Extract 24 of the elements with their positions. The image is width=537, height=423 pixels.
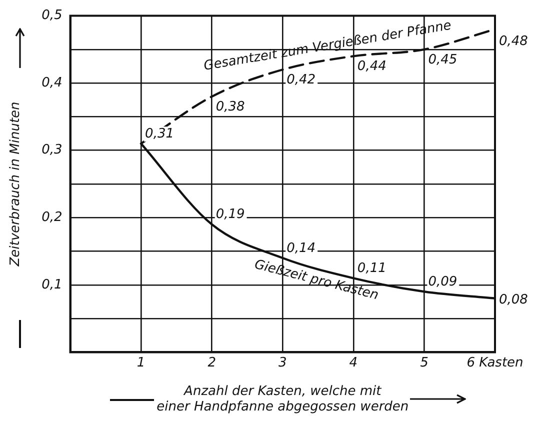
y-tick-label: 0,2 bbox=[42, 210, 62, 226]
x-tick-label: 3 bbox=[278, 355, 287, 370]
y-tick-label: 0,4 bbox=[42, 75, 62, 90]
data-label: 0,08 bbox=[499, 292, 528, 308]
data-label: 0,19 bbox=[216, 207, 245, 222]
data-label: 0,09 bbox=[428, 274, 458, 290]
x-tick-label: 4 bbox=[349, 355, 358, 370]
x-tick-label: 2 bbox=[208, 355, 216, 370]
x-axis-title: Anzahl der Kasten, welche mit einer Handpfanne abgegossen werden bbox=[156, 384, 409, 415]
data-label: 0,11 bbox=[357, 261, 386, 276]
data-label: 0,42 bbox=[286, 72, 316, 88]
data-label: 0,14 bbox=[286, 240, 316, 256]
y-tick-label: 0,5 bbox=[42, 8, 62, 24]
data-label: 0,38 bbox=[216, 99, 245, 114]
y-axis-title: Zeitverbrauch in Minuten bbox=[8, 102, 24, 268]
x-tick-label: 1 bbox=[136, 355, 146, 370]
x-tick-label: 5 bbox=[420, 355, 428, 370]
y-tick-label: 0,1 bbox=[42, 277, 62, 292]
y-tick-label: 0,3 bbox=[42, 142, 62, 158]
x-tick-label: 6 Kasten bbox=[466, 355, 524, 370]
data-label: 0,31 bbox=[145, 126, 174, 142]
data-label: 0,44 bbox=[357, 59, 386, 74]
data-label: 0,45 bbox=[428, 52, 458, 68]
data-label: 0,48 bbox=[499, 34, 528, 50]
